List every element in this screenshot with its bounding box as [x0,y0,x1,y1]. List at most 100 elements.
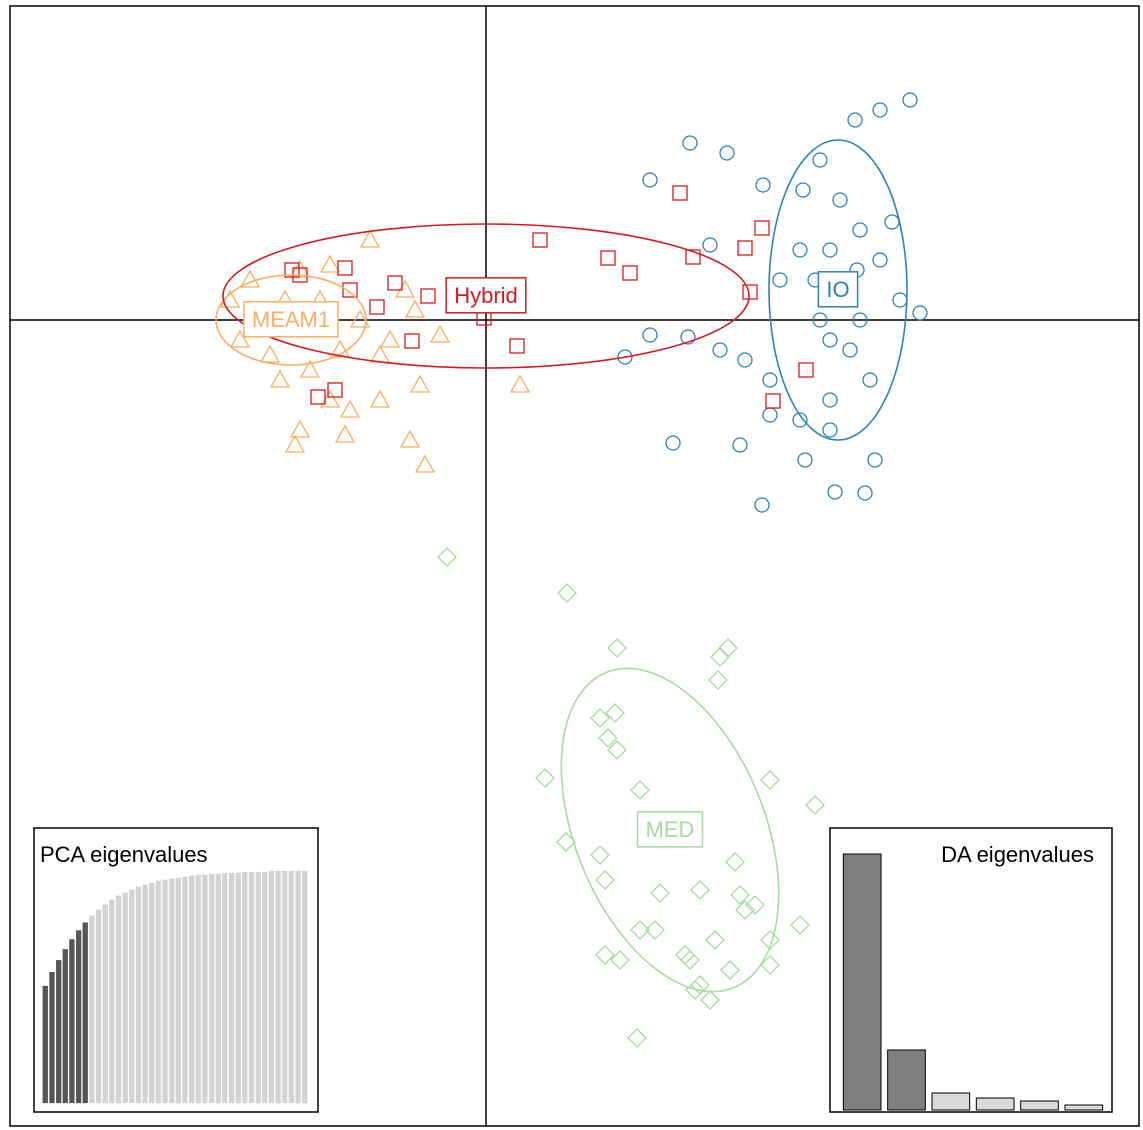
eigen-bar [1064,1104,1104,1111]
eigen-bar [175,877,181,1104]
group-ellipse [215,274,367,366]
point [730,885,750,905]
point [598,728,618,748]
eigen-bar [95,909,102,1104]
eigen-bar [169,878,175,1104]
point [754,220,770,236]
point [404,333,420,349]
point [595,870,615,890]
point [745,895,765,915]
eigen-bar [248,871,255,1104]
point [765,393,781,409]
eigen-bar [275,870,281,1104]
eigen-bar [887,1049,926,1111]
point [339,399,361,418]
point [737,352,753,368]
point [299,359,321,378]
eigen-bar [262,871,268,1104]
eigen-bar [75,930,82,1104]
point [310,389,326,405]
group-label: IO [826,277,849,302]
eigen-bar [228,872,235,1104]
eigen-bar [222,872,228,1104]
point [795,182,811,198]
point [708,670,728,690]
point [342,282,358,298]
point [394,279,416,298]
point [772,272,788,288]
point [369,389,391,408]
point [760,955,780,975]
point [852,312,868,328]
point [847,112,863,128]
point [642,327,658,343]
point [650,883,670,903]
point [627,1028,647,1048]
eigen-bar [42,985,48,1104]
point [369,299,385,315]
point [760,930,780,950]
eigen-bar [109,899,115,1104]
point [379,329,401,348]
point [509,338,525,354]
point [812,312,828,328]
point [259,344,281,363]
eigen-bar [202,874,208,1104]
point [590,845,610,865]
group-label: MED [646,817,695,842]
eigen-bar [931,1092,971,1111]
eigen-bar [182,876,188,1104]
point [792,412,808,428]
eigen-bar [188,875,195,1104]
point [760,770,780,790]
point [867,452,883,468]
eigen-bar [208,873,215,1104]
eigen-bar [235,872,241,1104]
point [437,547,457,567]
point [607,638,627,658]
group-label-box [445,277,527,314]
point [622,265,638,281]
group-ellipse [768,139,908,441]
point [822,242,838,258]
group-label: MEAM1 [252,307,330,332]
point [798,362,814,378]
point [557,583,577,603]
point [690,880,710,900]
inset-title: PCA eigenvalues [40,842,208,867]
point [337,260,353,276]
point [359,229,381,248]
eigen-bar [288,870,295,1104]
point [289,259,311,278]
point [792,242,808,258]
eigen-bar [115,895,122,1104]
point [409,374,431,393]
point [862,372,878,388]
eigen-bar [1020,1100,1059,1111]
point [607,740,627,760]
point [718,638,738,658]
point [710,647,730,667]
inset-title: DA eigenvalues [941,842,1094,867]
eigen-bar [142,884,148,1104]
eigen-bar [55,960,62,1104]
point [630,920,650,940]
point [630,780,650,800]
point [912,305,928,321]
eigen-bar [122,892,128,1104]
point [665,435,681,451]
group-label-box [636,811,704,848]
group-label-box [243,301,339,338]
eigen-bar [89,915,95,1104]
eigen-bar [129,889,135,1104]
point [872,252,888,268]
eigen-bar [195,874,201,1104]
eigen-bar [82,922,88,1104]
point [735,900,755,920]
eigen-bar [62,949,68,1104]
point [827,484,843,500]
point [617,349,633,365]
point [327,382,343,398]
point [872,102,888,118]
